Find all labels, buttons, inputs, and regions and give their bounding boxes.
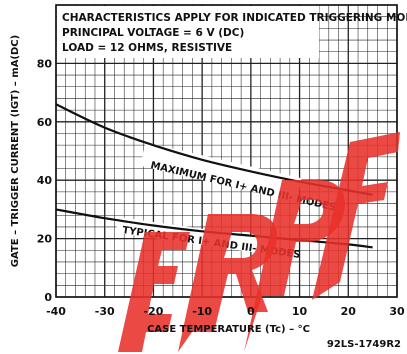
red-stamp-mark (244, 180, 345, 352)
note-box (57, 6, 319, 58)
red-stamp-mark (118, 232, 190, 352)
y-axis-label: GATE – TRIGGER CURRENT (IGT) – mA(DC) (10, 35, 21, 267)
x-tick-label: 30 (389, 305, 405, 318)
red-stamp-mark (178, 214, 277, 352)
curve-label-bg-max (140, 142, 302, 202)
y-tick-label: 80 (37, 57, 53, 70)
condition-note: PRINCIPAL VOLTAGE = 6 V (DC) (62, 27, 244, 39)
red-stamp-mark (312, 132, 400, 300)
figure-code: 92LS-1749R2 (327, 339, 401, 350)
x-tick-label: -40 (46, 305, 66, 318)
x-tick-label: 20 (341, 305, 357, 318)
x-tick-label: -30 (95, 305, 115, 318)
x-tick-label: -10 (192, 305, 212, 318)
y-tick-label: 60 (37, 116, 53, 129)
condition-note: LOAD = 12 OHMS, RESISTIVE (62, 42, 232, 54)
condition-note: CHARACTERISTICS APPLY FOR INDICATED TRIG… (62, 12, 407, 24)
y-tick-label: 40 (37, 174, 53, 187)
x-axis-label: CASE TEMPERATURE (Tc) – °C (147, 324, 310, 335)
x-tick-label: 0 (247, 305, 255, 318)
y-tick-label: 0 (44, 291, 52, 304)
y-tick-label: 20 (37, 233, 53, 246)
x-tick-label: -20 (143, 305, 163, 318)
x-tick-label: 10 (292, 305, 308, 318)
